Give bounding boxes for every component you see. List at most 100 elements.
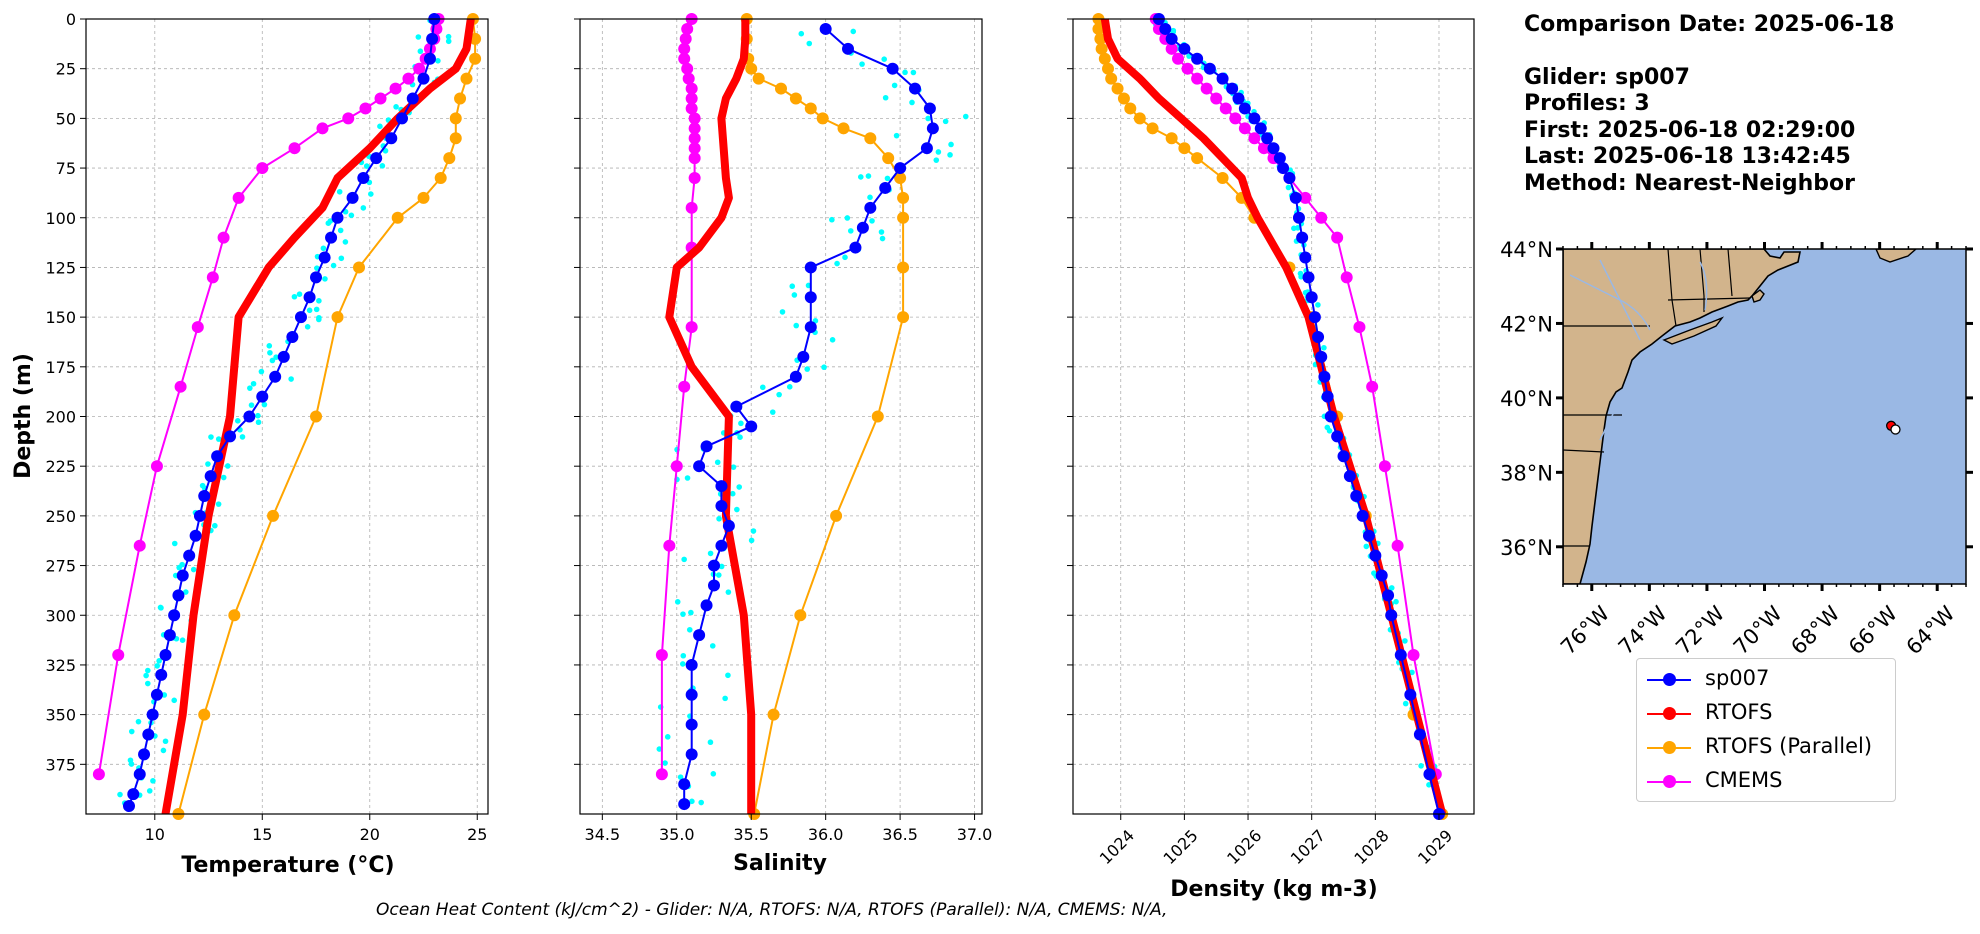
series-point bbox=[1226, 82, 1239, 95]
series-point bbox=[681, 62, 694, 75]
series-point bbox=[1178, 142, 1191, 155]
raw-glider-point bbox=[902, 69, 908, 76]
series-point bbox=[1248, 112, 1261, 125]
series-point bbox=[708, 579, 720, 592]
series-point bbox=[1375, 569, 1388, 582]
raw-glider-point bbox=[935, 149, 942, 155]
series-point bbox=[693, 629, 706, 642]
map-land bbox=[1563, 249, 1801, 584]
raw-glider-point bbox=[247, 385, 253, 391]
series-point bbox=[1299, 251, 1312, 264]
raw-glider-point bbox=[171, 697, 178, 704]
series-point bbox=[150, 460, 163, 473]
series-point bbox=[1296, 231, 1309, 244]
y-tick-label: 200 bbox=[45, 408, 76, 427]
series-point bbox=[176, 569, 189, 582]
series-point bbox=[357, 172, 370, 184]
series-point bbox=[655, 768, 668, 781]
series-point bbox=[256, 390, 269, 403]
series-point bbox=[670, 460, 683, 473]
raw-glider-point bbox=[865, 173, 872, 179]
raw-glider-point bbox=[798, 30, 805, 37]
series-point bbox=[316, 122, 329, 135]
series-point bbox=[1267, 142, 1280, 155]
series-point bbox=[1273, 152, 1286, 165]
legend-marker bbox=[1663, 741, 1676, 754]
series-line-rtofs bbox=[665, 19, 756, 814]
series-point bbox=[1095, 42, 1108, 55]
density-raw-points bbox=[1153, 19, 1446, 817]
series-point bbox=[423, 52, 436, 65]
map-long-island bbox=[1662, 316, 1725, 345]
series-point bbox=[804, 321, 817, 334]
y-tick-label: 25 bbox=[56, 60, 76, 79]
series-point bbox=[1407, 649, 1420, 661]
series-point bbox=[198, 490, 211, 502]
series-point bbox=[1318, 370, 1331, 383]
raw-glider-point bbox=[962, 113, 969, 120]
raw-glider-point bbox=[806, 40, 813, 47]
legend-label: CMEMS bbox=[1705, 768, 1783, 792]
raw-glider-point bbox=[878, 229, 885, 235]
raw-glider-point bbox=[891, 82, 898, 89]
series-point bbox=[142, 728, 155, 741]
raw-glider-point bbox=[250, 380, 257, 387]
raw-glider-point bbox=[656, 746, 663, 752]
raw-glider-point bbox=[316, 314, 322, 321]
legend-label: RTOFS (Parallel) bbox=[1705, 734, 1873, 758]
last-time: Last: 2025-06-18 13:42:45 bbox=[1524, 144, 1851, 169]
series-point bbox=[1111, 82, 1124, 95]
series-point bbox=[685, 658, 698, 671]
map-lon-label: 66°W bbox=[1844, 601, 1902, 659]
series-point bbox=[871, 410, 884, 423]
series-point bbox=[92, 768, 105, 781]
series-point bbox=[396, 112, 409, 125]
raw-glider-point bbox=[1418, 763, 1424, 769]
series-point bbox=[804, 261, 817, 274]
series-point bbox=[1305, 291, 1318, 304]
series-point bbox=[804, 102, 817, 115]
series-point bbox=[443, 152, 456, 165]
raw-glider-point bbox=[1294, 225, 1301, 231]
raw-glider-point bbox=[208, 434, 214, 440]
raw-glider-point bbox=[718, 563, 725, 570]
x-tick-label: 1025 bbox=[1159, 826, 1201, 868]
y-tick-label: 125 bbox=[45, 258, 76, 277]
series-point bbox=[370, 152, 383, 165]
raw-glider-point bbox=[171, 540, 178, 547]
raw-glider-point bbox=[360, 205, 367, 211]
raw-glider-point bbox=[664, 734, 671, 740]
series-point bbox=[816, 112, 829, 125]
raw-glider-point bbox=[316, 298, 322, 304]
series-point bbox=[1385, 609, 1398, 622]
series-point bbox=[1378, 460, 1391, 473]
raw-glider-point bbox=[379, 163, 386, 169]
series-line-rtofs bbox=[161, 18, 475, 815]
series-point bbox=[1165, 132, 1178, 145]
raw-glider-point bbox=[1285, 184, 1292, 191]
raw-glider-point bbox=[688, 609, 694, 616]
raw-glider-point bbox=[769, 409, 776, 415]
raw-glider-point bbox=[239, 434, 246, 440]
series-point bbox=[342, 112, 355, 125]
x-tick-label: 15 bbox=[252, 825, 272, 844]
series-point bbox=[1321, 390, 1334, 403]
series-point bbox=[1191, 152, 1204, 165]
series-point bbox=[678, 52, 691, 65]
series-point bbox=[189, 529, 202, 542]
series-point bbox=[423, 42, 436, 55]
y-tick-label: 75 bbox=[56, 159, 76, 178]
raw-glider-point bbox=[729, 490, 736, 497]
series-point bbox=[685, 718, 698, 731]
series-point bbox=[183, 549, 196, 562]
series-point bbox=[1094, 32, 1107, 45]
series-point bbox=[700, 440, 713, 453]
series-point bbox=[1324, 410, 1337, 423]
raw-glider-point bbox=[342, 239, 349, 245]
series-point bbox=[864, 132, 877, 145]
raw-glider-point bbox=[1393, 598, 1399, 605]
raw-glider-point bbox=[786, 384, 793, 390]
raw-glider-point bbox=[145, 667, 151, 674]
raw-glider-point bbox=[1363, 543, 1370, 550]
series-point bbox=[715, 539, 728, 552]
